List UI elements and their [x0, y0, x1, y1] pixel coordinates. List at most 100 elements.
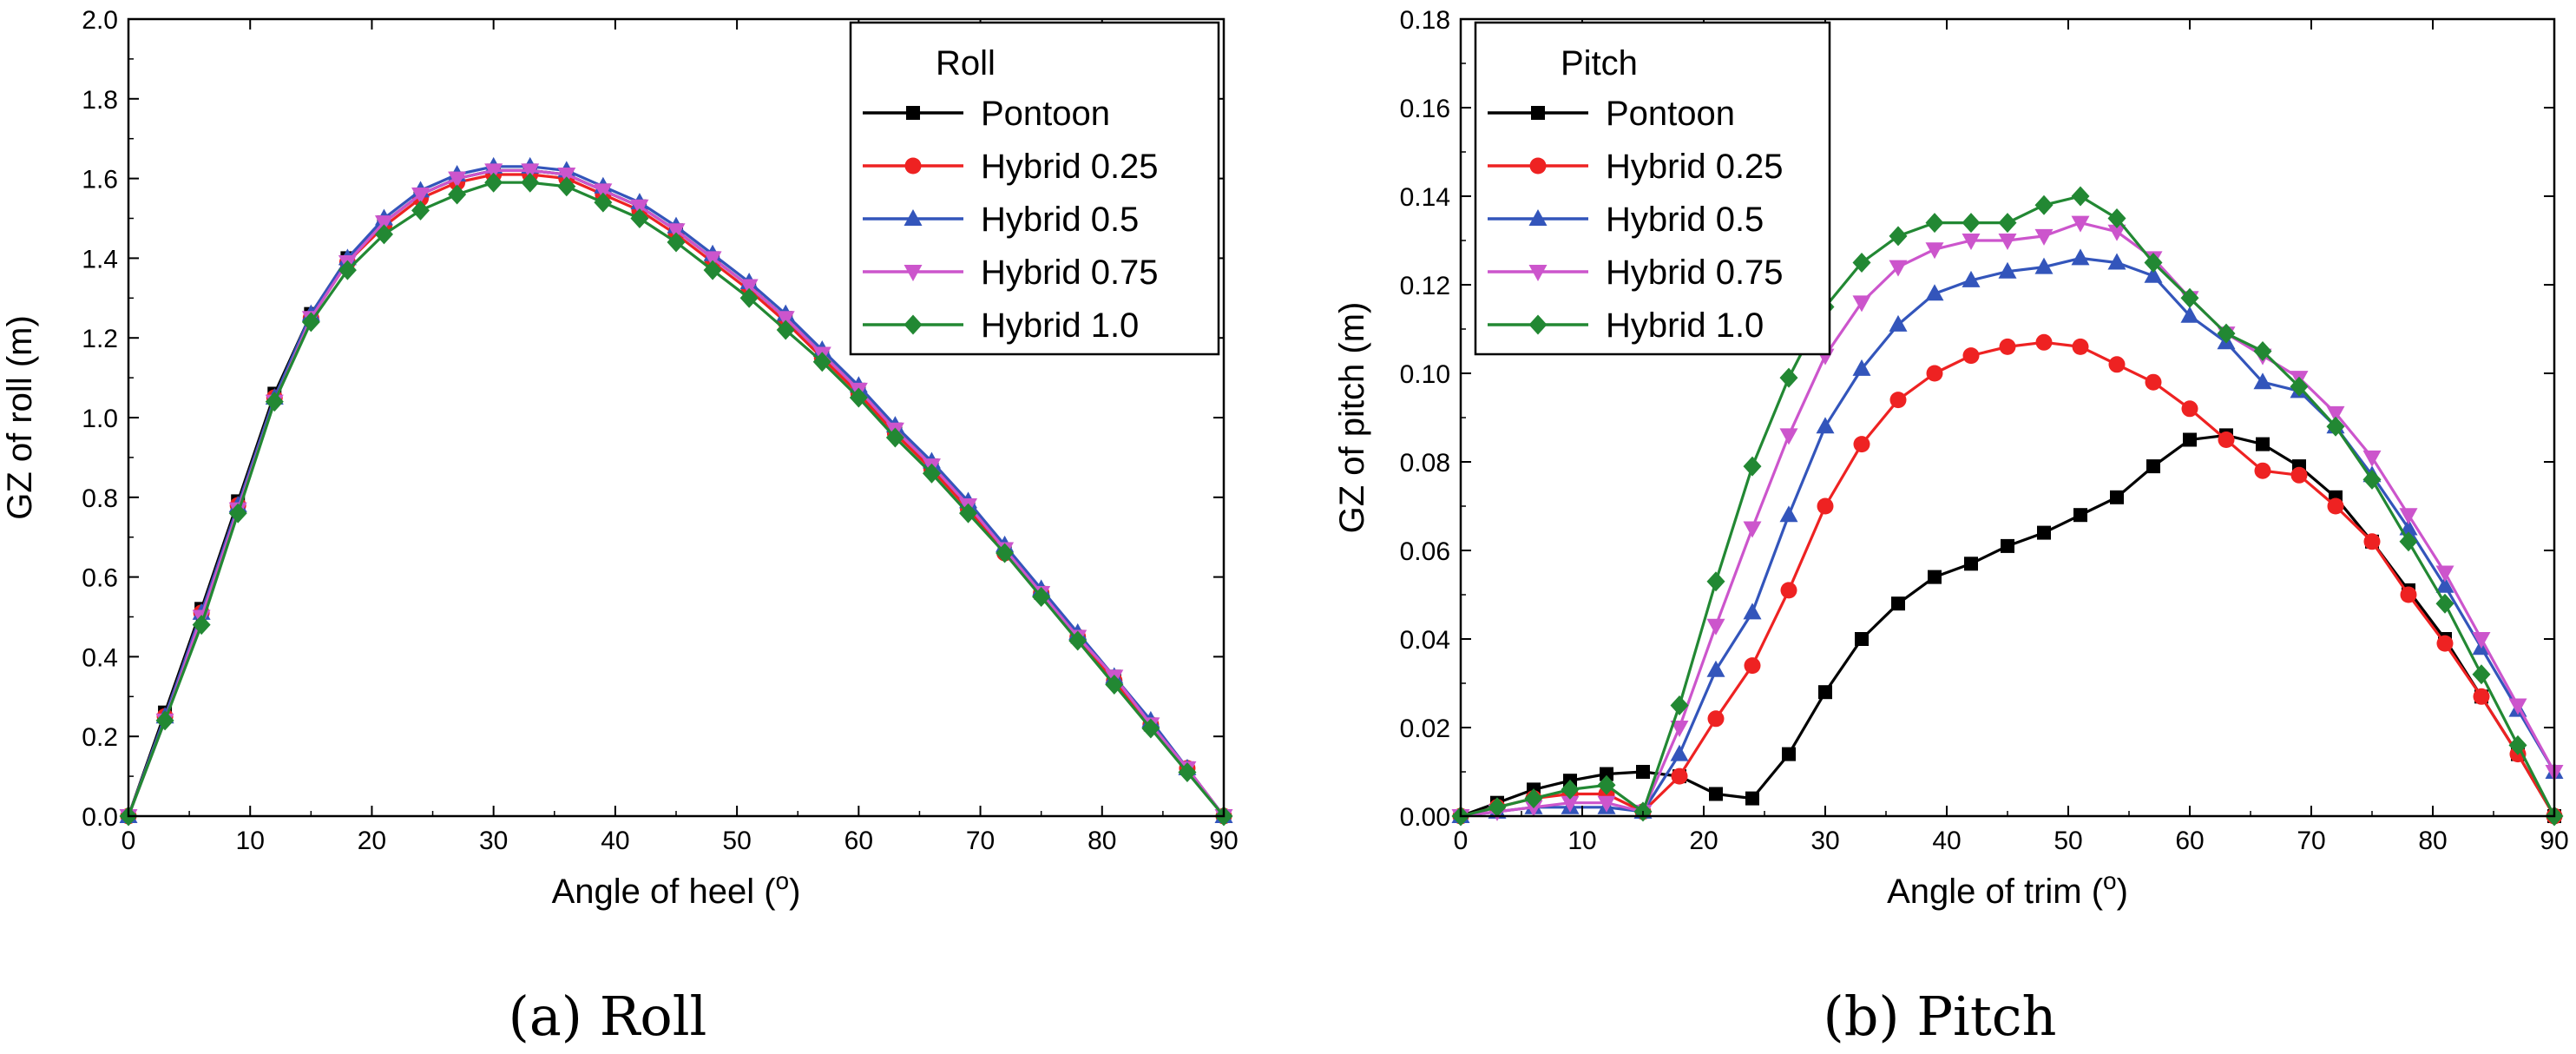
- pitch-chart: 0 10 20 30 40 50 60 70 80 90 0.00 0.02 0.04 0.06 0.08 0…: [1333, 6, 2569, 1048]
- data-point: [1853, 436, 1870, 453]
- data-point: [2073, 508, 2087, 523]
- data-point: [1889, 260, 1908, 277]
- data-point: [1891, 596, 1905, 611]
- legend-label: Hybrid 0.5: [981, 201, 1139, 239]
- x-axis-label: Angle of heel (o): [552, 867, 801, 911]
- data-point: [338, 260, 357, 280]
- data-point: [2181, 400, 2198, 418]
- data-point: [2034, 228, 2054, 246]
- y-tick-label: 0.04: [1400, 626, 1450, 655]
- legend-box: [849, 21, 1220, 356]
- data-point: [2253, 372, 2272, 390]
- data-point: [1670, 744, 1689, 761]
- data-point: [1998, 234, 2017, 250]
- chart-caption: (b) Pitch: [1824, 985, 2057, 1048]
- legend-title: Roll: [936, 44, 996, 82]
- legend-label: Hybrid 0.25: [1606, 148, 1784, 186]
- y-tick-label: 1.2: [82, 325, 118, 353]
- data-point: [2107, 253, 2126, 270]
- data-point: [1105, 675, 1124, 695]
- data-point: [1597, 774, 1616, 795]
- data-point: [1889, 314, 1908, 332]
- data-point: [1709, 787, 1723, 801]
- legend-title: Pitch: [1561, 44, 1638, 82]
- data-point: [2180, 287, 2199, 308]
- data-point: [1670, 721, 1689, 737]
- legend-label: Pontoon: [1606, 95, 1735, 133]
- data-point: [594, 192, 613, 213]
- data-point: [2071, 215, 2090, 233]
- data-point: [2362, 469, 2382, 490]
- x-tick-label: 70: [2297, 827, 2325, 855]
- legend-marker: [1528, 265, 1548, 281]
- legend-item: Hybrid 0.5: [1488, 201, 1764, 239]
- data-point: [2254, 462, 2271, 479]
- data-point: [1817, 497, 1834, 515]
- legend-marker: [906, 106, 920, 120]
- legend-marker: [1528, 314, 1548, 335]
- series-line: [1460, 433, 2556, 818]
- y-tick-label: 1.8: [82, 86, 118, 115]
- data-point: [2107, 208, 2126, 228]
- x-tick-label: 60: [2175, 827, 2204, 855]
- data-point: [2218, 431, 2235, 448]
- data-point: [1068, 630, 1088, 651]
- data-point: [1745, 791, 1759, 806]
- data-point: [630, 199, 649, 216]
- data-point: [2071, 186, 2090, 207]
- data-point: [1743, 521, 1762, 538]
- data-point: [1855, 632, 1869, 646]
- legend-marker: [904, 265, 923, 281]
- y-tick-label: 1.0: [82, 405, 118, 433]
- data-point: [1706, 618, 1725, 636]
- y-axis-label: GZ of roll (m): [1, 315, 39, 520]
- data-point: [1962, 213, 1981, 234]
- x-tick-label: 90: [1209, 827, 1238, 855]
- y-tick-label: 0.16: [1400, 95, 1450, 123]
- x-tick-label: 30: [479, 827, 508, 855]
- data-point: [301, 312, 320, 333]
- roll-chart: 0 10 20 30 40 50 60 70 80 90 0.0 0.2 0.4 0.6 0.8 1.0 1.2…: [1, 6, 1239, 1048]
- data-point: [521, 163, 540, 181]
- data-point: [557, 176, 576, 197]
- data-point: [2034, 194, 2054, 215]
- data-point: [812, 352, 831, 372]
- data-point: [2363, 533, 2381, 550]
- data-point: [2072, 338, 2089, 355]
- data-point: [776, 319, 795, 340]
- legend-label: Hybrid 0.25: [981, 148, 1159, 186]
- data-point: [2435, 593, 2454, 614]
- data-point: [1597, 795, 1616, 813]
- data-point: [849, 387, 868, 408]
- data-point: [885, 427, 904, 448]
- y-tick-label: 2.0: [82, 6, 118, 35]
- data-point: [2183, 432, 2197, 447]
- legend-label: Hybrid 0.5: [1606, 201, 1764, 239]
- legend-item: Hybrid 0.5: [863, 201, 1139, 239]
- data-point: [1779, 367, 1798, 388]
- data-point: [667, 223, 686, 240]
- x-tick-label: 70: [966, 827, 995, 855]
- data-point: [2399, 531, 2418, 552]
- data-point: [996, 543, 1015, 563]
- data-point: [2035, 333, 2053, 351]
- x-tick-label: 40: [601, 827, 629, 855]
- data-point: [2253, 341, 2272, 361]
- x-tick-label: 40: [1932, 827, 1961, 855]
- data-point: [448, 171, 467, 188]
- data-point: [2327, 497, 2344, 515]
- legend-box: [1474, 21, 1831, 356]
- data-point: [1852, 295, 1871, 313]
- data-point: [1743, 456, 1762, 477]
- data-point: [1524, 800, 1543, 817]
- legend-item: Hybrid 1.0: [1488, 306, 1764, 345]
- x-tick-label: 90: [2540, 827, 2568, 855]
- data-point: [374, 224, 393, 245]
- legend: Roll Pontoon Hybrid 0.25 Hybrid 0.5 Hybrid 0…: [849, 21, 1220, 356]
- data-point: [1671, 767, 1688, 785]
- data-point: [776, 311, 795, 328]
- legend: Pitch Pontoon Hybrid 0.25 Hybrid 0.5 Hybrid …: [1474, 21, 1831, 356]
- chart-caption: (a) Roll: [509, 985, 707, 1048]
- data-point: [484, 163, 503, 181]
- data-point: [1925, 284, 1944, 301]
